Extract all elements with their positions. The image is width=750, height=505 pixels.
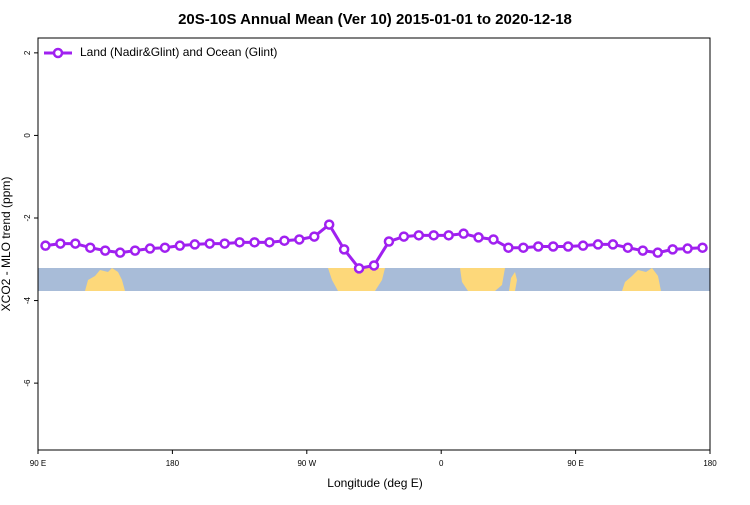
data-point <box>234 237 245 248</box>
data-point <box>144 243 156 254</box>
data-point <box>323 219 335 230</box>
y-axis-label: XCO2 - MLO trend (ppm) <box>0 177 13 312</box>
data-point <box>114 247 126 258</box>
x-tick-label: 90 E <box>567 459 583 468</box>
data-point <box>85 242 96 253</box>
data-point <box>667 244 678 255</box>
data-point <box>249 237 260 248</box>
data-point <box>562 241 574 252</box>
x-tick-label: 180 <box>703 459 717 468</box>
data-point <box>622 242 634 253</box>
data-point <box>129 245 141 256</box>
data-point <box>309 231 320 242</box>
data-point <box>577 240 589 251</box>
y-tick-label: -4 <box>23 296 32 304</box>
data-point <box>607 239 619 250</box>
data-point <box>189 239 201 250</box>
data-point <box>682 243 693 254</box>
y-tick-label: -2 <box>23 214 32 222</box>
data-point <box>294 234 305 245</box>
data-point <box>99 245 111 256</box>
data-point <box>264 237 275 248</box>
data-point <box>488 234 499 245</box>
plot-frame <box>37 37 711 451</box>
y-tick-label: 0 <box>23 133 32 138</box>
data-point <box>458 228 469 239</box>
y-tick-label: -6 <box>23 379 32 387</box>
legend-marker <box>52 47 64 59</box>
x-tick-label: 90 W <box>297 459 316 468</box>
data-point <box>533 241 544 252</box>
map-strip <box>38 268 710 291</box>
data-point <box>592 239 604 250</box>
data-point <box>70 238 81 249</box>
data-point <box>473 232 484 243</box>
data-point <box>413 230 425 241</box>
data-point <box>219 238 230 249</box>
data-point <box>40 240 51 251</box>
y-tick-label: 2 <box>23 50 32 55</box>
data-point <box>547 241 559 252</box>
data-point <box>652 247 663 258</box>
data-point <box>279 235 290 246</box>
data-point <box>518 242 529 253</box>
data-point <box>697 242 708 253</box>
data-point <box>353 263 365 274</box>
x-tick-label: 90 E <box>30 459 46 468</box>
data-point <box>338 244 350 255</box>
data-point <box>159 242 171 253</box>
data-point <box>398 231 410 242</box>
data-point <box>368 260 380 271</box>
data-point <box>637 245 649 256</box>
data-point <box>174 240 186 251</box>
data-point <box>443 230 454 241</box>
x-tick-label: 180 <box>166 459 180 468</box>
x-tick-label: 0 <box>439 459 444 468</box>
data-point <box>55 238 66 249</box>
x-axis-label: Longitude (deg E) <box>327 476 422 490</box>
chart-title: 20S-10S Annual Mean (Ver 10) 2015-01-01 … <box>178 11 572 28</box>
data-point <box>204 238 215 249</box>
legend-label: Land (Nadir&Glint) and Ocean (Glint) <box>80 45 277 59</box>
data-point <box>428 230 439 241</box>
data-point <box>383 236 395 247</box>
data-point <box>503 242 514 253</box>
